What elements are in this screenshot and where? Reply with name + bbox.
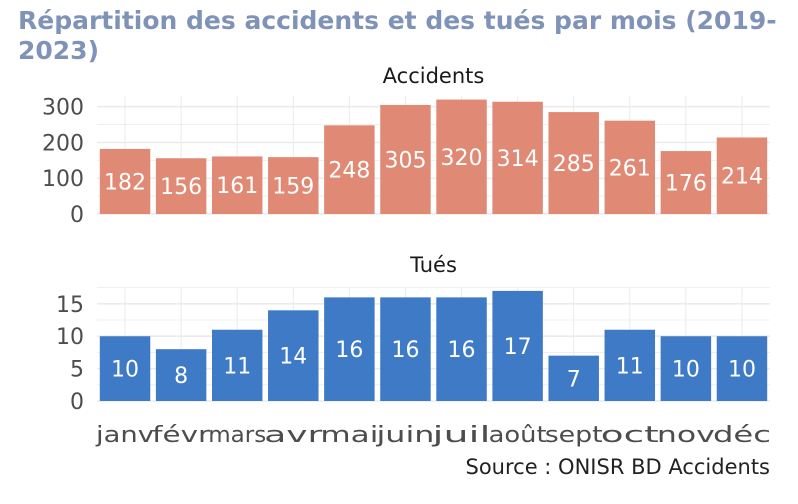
accidents-data-label: 320 [441,146,483,171]
tues-data-label: 10 [728,358,756,383]
accidents-data-label: 159 [272,175,314,200]
x-tick-label-févr: févr [152,423,211,448]
tues-data-label: 16 [335,338,363,363]
tues-bar-août [492,290,543,401]
accidents-data-label: 248 [328,159,370,184]
accidents-y-tick-label: 0 [70,203,84,228]
tues-data-label: 17 [504,335,532,360]
tues-data-label: 10 [111,358,139,383]
accidents-data-label: 182 [104,170,146,195]
x-tick-label-déc: déc [713,423,771,448]
tues-y-tick-label: 10 [56,325,84,350]
tues-data-label: 14 [279,345,307,370]
accidents-data-label: 214 [721,165,763,190]
tues-bar-sept [548,355,599,401]
accidents-plot-background [97,96,770,214]
accidents-bar-juil [436,99,487,214]
x-tick-label-mars: mars [208,423,266,448]
accidents-data-label: 156 [160,175,202,200]
accidents-data-label: 305 [384,148,426,173]
tues-bar-févr [155,349,207,401]
tues-data-label: 16 [448,338,476,363]
accidents-panel-title: Accidents [383,64,485,88]
accidents-bar-juin [380,104,431,214]
tues-bar-oct [604,329,656,401]
accidents-y-tick-label: 300 [42,96,84,121]
x-tick-label-juin: juin [375,423,434,448]
tues-data-label: 10 [672,358,700,383]
page-title: Répartition des accidents et des tués pa… [18,6,777,65]
accidents-data-label: 261 [609,156,651,181]
x-tick-label-juil: juil [431,423,491,448]
tues-bar-mai [324,297,375,401]
tues-panel: 0 5 10 15 Tués 10 8 11 14 16 16 16 17 7 11 10 10 [56,253,770,415]
accidents-data-label: 161 [216,174,258,199]
x-tick-label-août: août [489,423,547,448]
tues-bar-juil [436,297,487,401]
x-tick-label-oct: oct [601,423,660,448]
x-tick-label-mai: mai [320,423,378,448]
source-note: Source : ONISR BD Accidents [465,455,771,479]
tues-plot-background [97,287,770,401]
accidents-bar-mai [324,125,375,214]
accidents-bar-déc [716,137,768,214]
accidents-data-label: 285 [553,152,595,177]
tues-data-label: 11 [223,354,251,379]
tues-panel-title: Tués [409,253,457,277]
tues-bar-déc [716,336,768,401]
x-tick-label-avr: avr [264,423,324,448]
tues-data-label: 11 [616,354,644,379]
tues-data-label: 8 [174,364,188,389]
tues-y-tick-label: 0 [70,390,84,415]
accidents-y-tick-label: 100 [42,167,84,192]
accidents-bar-avr [268,157,319,214]
accidents-bar-août [492,101,543,214]
accidents-bar-janv [99,148,151,214]
tues-bar-janv [99,336,151,401]
accidents-y-tick-label: 200 [42,131,84,156]
tues-y-tick-label: 15 [56,293,84,318]
tues-data-label: 7 [567,367,581,392]
accidents-bar-oct [604,120,656,214]
x-tick-label-janv: janv [95,423,154,448]
tues-y-tick-label: 5 [70,358,84,383]
tues-bar-nov [660,336,712,401]
tues-bar-avr [268,310,319,401]
tues-bar-mars [211,329,263,401]
accidents-panel: 0 100 200 300 Accidents 182 156 161 159 248 305 320… [42,64,770,228]
x-tick-label-nov: nov [657,423,715,448]
tues-data-label: 16 [391,338,419,363]
accidents-data-label: 176 [665,172,707,197]
accidents-bar-févr [155,158,207,214]
accidents-bar-mars [211,156,263,214]
accidents-bar-sept [548,112,599,214]
accidents-data-label: 314 [497,147,539,172]
tues-bar-juin [380,297,431,401]
x-tick-label-sept: sept [545,423,603,448]
accidents-bar-nov [660,151,712,214]
